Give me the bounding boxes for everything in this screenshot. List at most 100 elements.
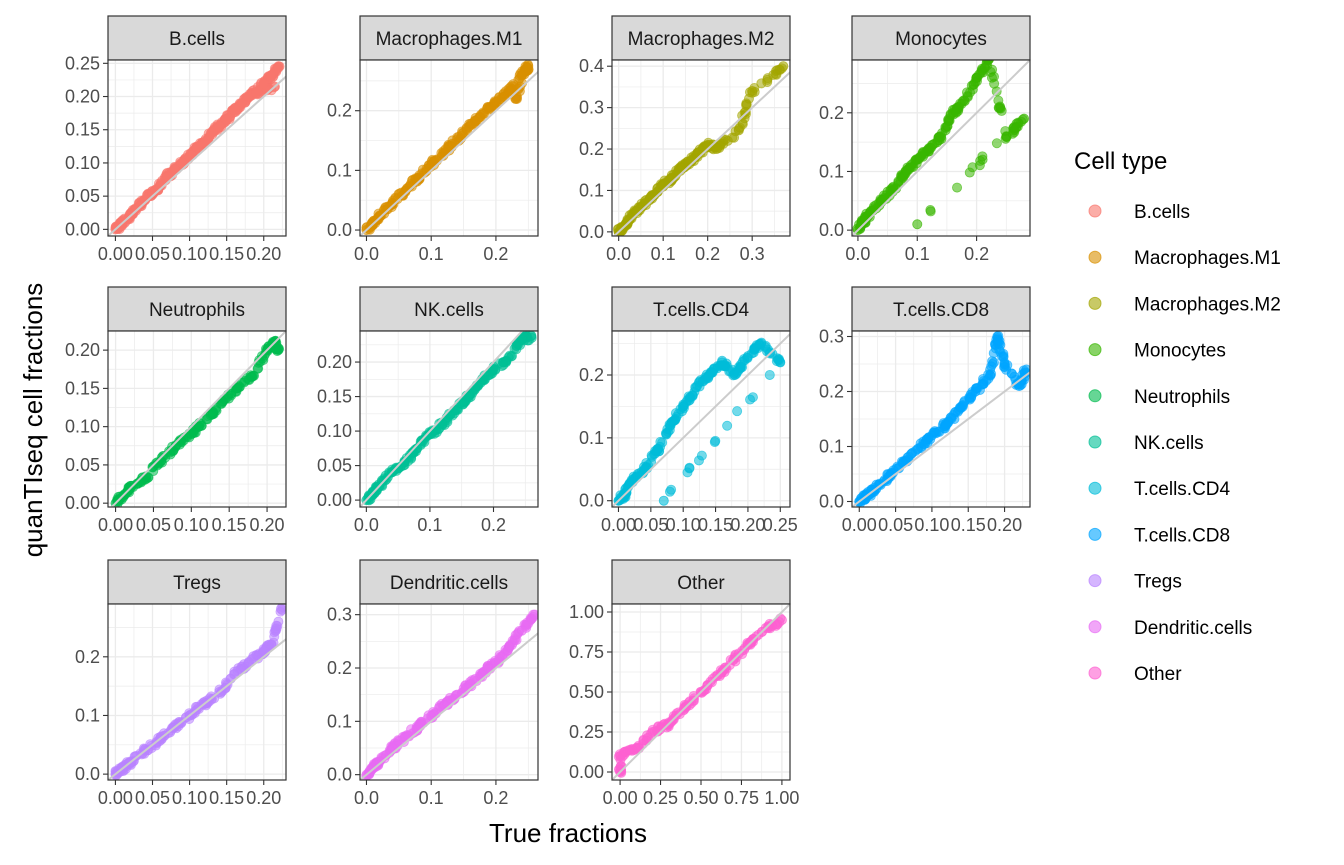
identity-line-other: [612, 604, 790, 780]
strip-neutrophils: [107, 286, 287, 332]
x-tick-label-tregs: 0.05: [135, 788, 170, 808]
x-tick-label-nk-cells: 0.2: [481, 515, 506, 535]
y-tick-label-tregs: 0.1: [75, 705, 100, 725]
panel-macrophages-m2: Macrophages.M2 0.0 0.1 0.2 0.3 0.0 0.1 0.2 0.3 0.…: [579, 15, 791, 264]
panel-border-macrophages-m2: [611, 59, 791, 237]
x-tick-label-b-cells: 0.15: [209, 244, 244, 264]
point-cloud-monocytes: [942, 121, 953, 132]
x-tick-label-tregs: 0.10: [172, 788, 207, 808]
y-tick-label-neutrophils: 0.15: [65, 378, 100, 398]
data-point-b-cells: [266, 71, 277, 82]
y-axis-title: quanTIseq cell fractions: [18, 283, 48, 558]
strip-label-t-cells-cd4: T.cells.CD4: [653, 300, 750, 321]
y-tick-label-b-cells: 0.00: [65, 219, 100, 239]
point-cloud-t-cells-cd4: [693, 455, 704, 466]
data-point-t-cells-cd4: [678, 401, 689, 412]
x-tick-label-tregs: 0.15: [209, 788, 244, 808]
identity-line-t-cells-cd8: [852, 370, 1030, 507]
legend-label-other: Other: [1134, 664, 1182, 685]
data-point-macrophages-m1: [510, 93, 521, 104]
legend-label-b-cells: B.cells: [1134, 202, 1190, 223]
points-macrophages-m2: [612, 61, 790, 236]
y-tick-label-other: 1.00: [569, 602, 604, 622]
point-cloud-monocytes: [952, 182, 963, 193]
panel-border-b-cells: [107, 59, 287, 237]
x-tick-label-macrophages-m2: 0.0: [606, 244, 631, 264]
y-tick-label-neutrophils: 0.10: [65, 417, 100, 437]
identity-line-macrophages-m1: [360, 70, 538, 236]
point-cloud-monocytes: [991, 86, 1002, 97]
points-t-cells-cd8: [852, 331, 1030, 507]
data-point-monocytes: [858, 216, 869, 227]
data-point-neutrophils: [201, 413, 212, 424]
data-point-t-cells-cd8: [999, 358, 1010, 369]
legend-label-nk-cells: NK.cells: [1134, 433, 1204, 454]
data-point-b-cells: [251, 88, 262, 99]
data-point-macrophages-m1: [503, 86, 514, 97]
legend-key-t-cells-cd4: [1088, 481, 1102, 495]
x-tick-label-t-cells-cd8: 0.10: [914, 515, 949, 535]
point-cloud-t-cells-cd4: [661, 429, 672, 440]
x-tick-label-t-cells-cd4: 0.25: [763, 515, 798, 535]
data-point-t-cells-cd4: [755, 338, 766, 349]
x-tick-label-macrophages-m2: 0.2: [695, 244, 720, 264]
x-tick-label-t-cells-cd4: 0.00: [601, 515, 636, 535]
identity-line-tregs: [108, 637, 286, 780]
data-point-tregs: [277, 604, 286, 612]
x-tick-label-other: 0.50: [683, 788, 718, 808]
y-tick-label-neutrophils: 0.20: [65, 340, 100, 360]
point-cloud-monocytes: [917, 148, 928, 159]
point-cloud-t-cells-cd4: [764, 369, 775, 380]
point-cloud-monocytes: [993, 95, 1004, 106]
y-tick-label-macrophages-m2: 0.2: [579, 139, 604, 159]
point-cloud-t-cells-cd8: [905, 449, 916, 460]
identity-line-neutrophils: [111, 331, 286, 507]
data-point-b-cells: [184, 151, 195, 162]
data-point-other: [631, 743, 642, 754]
data-point-other: [776, 615, 787, 626]
point-cloud-monocytes: [991, 138, 1002, 149]
data-point-dendritic-cells: [516, 625, 527, 636]
legend-label-t-cells-cd8: T.cells.CD8: [1134, 525, 1230, 546]
x-tick-label-dendritic-cells: 0.0: [354, 788, 379, 808]
legend-title: Cell type: [1074, 148, 1167, 175]
strip-label-neutrophils: Neutrophils: [149, 300, 245, 321]
identity-line-dendritic-cells: [360, 632, 538, 780]
legend-label-dendritic-cells: Dendritic.cells: [1134, 618, 1252, 639]
data-point-monocytes: [1001, 131, 1012, 142]
data-point-monocytes: [924, 142, 935, 153]
data-point-b-cells: [229, 104, 240, 115]
points-t-cells-cd4: [612, 332, 790, 507]
y-tick-label-monocytes: 0.2: [819, 103, 844, 123]
point-cloud-macrophages-m2: [768, 69, 779, 80]
x-tick-label-monocytes: 0.0: [845, 244, 870, 264]
y-tick-label-b-cells: 0.15: [65, 120, 100, 140]
legend-key-macrophages-m2: [1088, 296, 1102, 310]
point-cloud-neutrophils: [255, 356, 266, 367]
x-tick-label-t-cells-cd8: 0.20: [987, 515, 1022, 535]
data-point-t-cells-cd4: [775, 357, 786, 368]
panel-t-cells-cd4: T.cells.CD4 0.000.050.100.150.200.25 0.0 0.…: [579, 286, 798, 535]
data-point-t-cells-cd4: [665, 420, 676, 431]
legend-key-b-cells: [1088, 204, 1102, 218]
data-point-neutrophils: [216, 398, 227, 409]
data-point-monocytes: [900, 166, 911, 177]
legend-label-neutrophils: Neutrophils: [1134, 387, 1230, 408]
y-tick-label-neutrophils: 0.00: [65, 493, 100, 513]
x-tick-label-t-cells-cd4: 0.20: [730, 515, 765, 535]
point-cloud-nk-cells: [470, 384, 481, 395]
y-tick-label-nk-cells: 0.15: [317, 387, 352, 407]
point-cloud-macrophages-m2: [739, 107, 750, 118]
data-point-nk-cells: [526, 332, 537, 343]
data-point-macrophages-m1: [465, 120, 476, 131]
legend-key-macrophages-m1: [1088, 250, 1102, 264]
strip-tregs: [107, 559, 287, 605]
y-tick-label-monocytes: 0.0: [819, 220, 844, 240]
x-tick-label-macrophages-m2: 0.3: [740, 244, 765, 264]
legend-key-nk-cells: [1088, 435, 1102, 449]
x-tick-label-tregs: 0.20: [246, 788, 281, 808]
panel-border-macrophages-m1: [359, 59, 539, 237]
data-point-other: [647, 727, 658, 738]
data-point-other: [615, 751, 626, 762]
data-point-neutrophils: [273, 345, 284, 356]
